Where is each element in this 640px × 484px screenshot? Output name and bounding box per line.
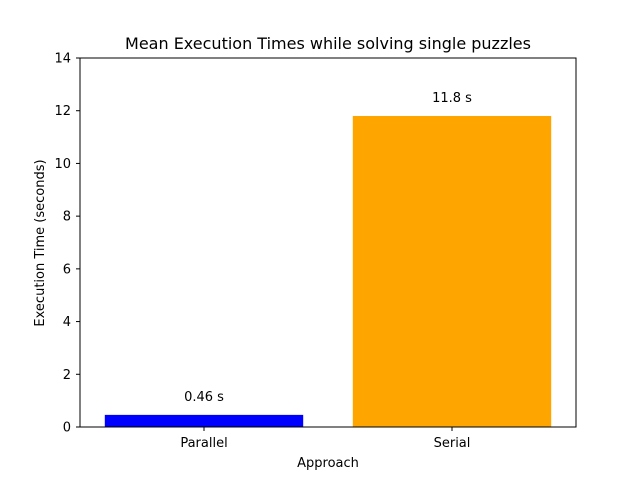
x-tick-label: Serial	[434, 436, 471, 451]
axes-frame	[79, 57, 577, 428]
bar-value-label: 11.8 s	[432, 91, 472, 106]
y-tick-label: 2	[63, 368, 71, 383]
chart-title: Mean Execution Times while solving singl…	[125, 34, 531, 53]
y-tick-label: 14	[54, 52, 71, 67]
y-tick-label: 6	[63, 262, 71, 277]
y-tick-label: 8	[63, 210, 71, 225]
x-axis-label: Approach	[297, 456, 359, 471]
y-axis-label: Execution Time (seconds)	[33, 159, 48, 326]
y-tick-label: 10	[54, 157, 71, 172]
plot-area: 0.46 s 11.8 s 0 2 4 6 8 10 12 14 Parallel Serial	[54, 52, 577, 451]
bar-parallel	[104, 414, 304, 427]
bar-value-label: 0.46 s	[184, 390, 224, 405]
y-tick-label: 0	[63, 421, 71, 436]
bar-serial	[352, 115, 552, 427]
x-tick-label: Parallel	[180, 436, 227, 451]
y-tick-label: 4	[63, 315, 71, 330]
y-tick-label: 12	[54, 104, 71, 119]
